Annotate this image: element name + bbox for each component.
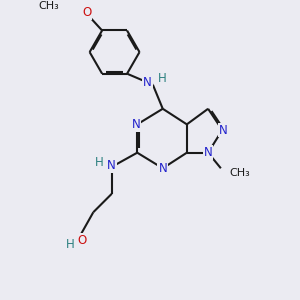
Text: N: N xyxy=(204,146,212,159)
Text: N: N xyxy=(107,159,116,172)
Text: H: H xyxy=(95,156,104,169)
Text: N: N xyxy=(219,124,228,136)
Text: CH₃: CH₃ xyxy=(38,2,59,11)
Text: H: H xyxy=(158,72,166,85)
Text: N: N xyxy=(131,118,140,131)
Text: H: H xyxy=(66,238,75,251)
Text: N: N xyxy=(143,76,152,89)
Text: O: O xyxy=(82,6,91,20)
Text: N: N xyxy=(158,162,167,175)
Text: CH₃: CH₃ xyxy=(229,168,250,178)
Text: O: O xyxy=(77,234,87,247)
